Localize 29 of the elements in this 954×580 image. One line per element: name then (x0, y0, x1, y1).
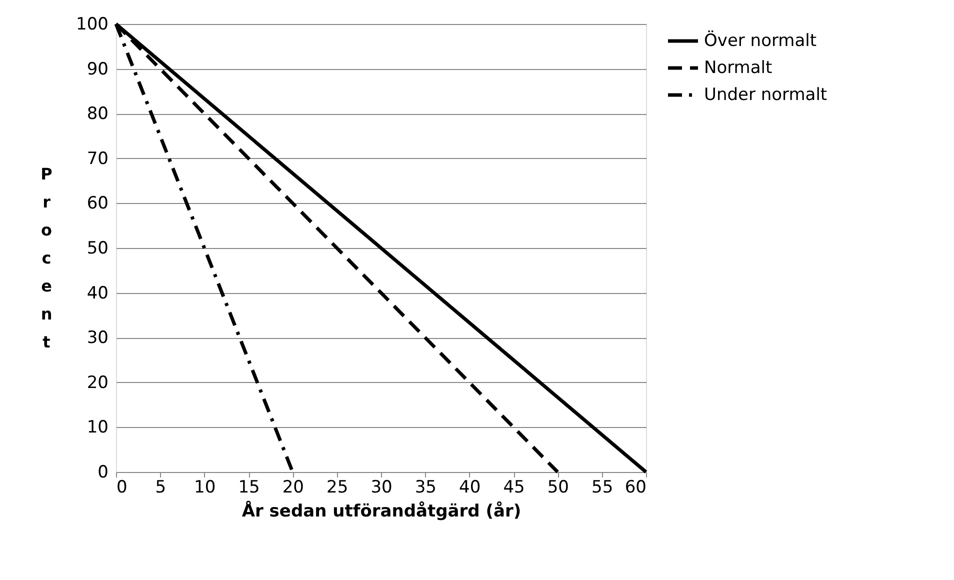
y-tick-label: 90 (86, 59, 108, 80)
legend-label: Över normalt (704, 30, 817, 51)
y-tick-label: 70 (86, 148, 108, 169)
x-tick-label: 55 (592, 478, 614, 498)
y-tick-label: 10 (86, 418, 108, 438)
y-tick-label: 20 (86, 372, 108, 393)
x-tick-label: 25 (326, 478, 348, 498)
legend-label: Normalt (704, 58, 773, 78)
y-tick-label: 40 (86, 283, 108, 304)
x-tick-label: 15 (238, 478, 260, 498)
legend-label: Under normalt (704, 85, 828, 105)
x-tick-label: 20 (282, 478, 304, 498)
x-tick-label: 30 (370, 478, 392, 498)
y-axis-title: Procent (40, 164, 53, 352)
y-tick-label: 0 (98, 462, 108, 482)
x-tick-label: 45 (503, 478, 525, 498)
y-tick-label: 50 (86, 238, 108, 258)
x-tick-label: 5 (155, 478, 166, 498)
y-tick-label: 100 (76, 14, 108, 34)
x-tick-label: 35 (414, 478, 436, 498)
x-tick-label: 50 (547, 478, 569, 498)
x-tick-label: 60 (624, 478, 646, 498)
y-tick-label: 30 (86, 328, 108, 348)
x-tick-label: 0 (116, 478, 128, 498)
y-tick-label: 80 (86, 104, 108, 124)
x-tick-label: 40 (459, 478, 481, 498)
x-tick-label: 10 (194, 478, 216, 498)
y-tick-label: 60 (86, 194, 108, 214)
x-axis-title: År sedan utförandåtgärd (år) (242, 500, 522, 522)
